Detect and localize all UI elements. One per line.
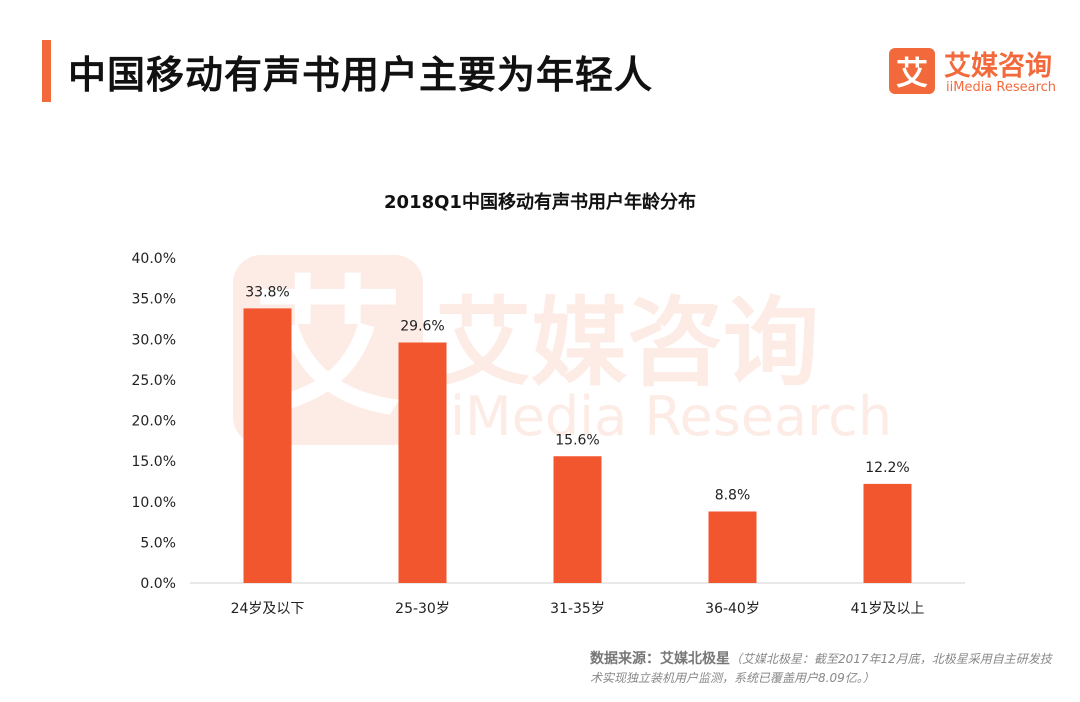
y-tick-label: 25.0% bbox=[132, 373, 176, 389]
x-category-label: 31-35岁 bbox=[550, 601, 605, 617]
x-category-label: 36-40岁 bbox=[705, 601, 760, 617]
iimedia-logo: 艾 艾媒咨询 iiMedia Research bbox=[889, 48, 1059, 100]
bar-value-label: 8.8% bbox=[715, 488, 751, 504]
x-category-label: 41岁及以上 bbox=[851, 601, 925, 617]
y-tick-label: 30.0% bbox=[132, 332, 176, 348]
y-tick-label: 10.0% bbox=[132, 495, 176, 511]
y-tick-label: 40.0% bbox=[132, 251, 176, 267]
y-tick-label: 15.0% bbox=[132, 454, 176, 470]
x-category-label: 24岁及以下 bbox=[231, 601, 305, 617]
logo-english-name: iiMedia Research bbox=[946, 80, 1057, 95]
bar bbox=[553, 456, 602, 583]
y-tick-label: 35.0% bbox=[132, 292, 176, 308]
chart-title: 2018Q1中国移动有声书用户年龄分布 bbox=[384, 192, 696, 213]
source-detail: （艾媒北极星：截至2017年12月底，北极星采用自主研发技术实现独立装机用户监测… bbox=[590, 652, 1052, 685]
y-tick-label: 0.0% bbox=[140, 576, 176, 592]
x-category-label: 25-30岁 bbox=[395, 601, 450, 617]
bar-value-label: 29.6% bbox=[400, 319, 444, 335]
bar bbox=[398, 342, 447, 583]
bar-value-label: 12.2% bbox=[865, 460, 909, 476]
logo-mark: 艾 bbox=[889, 48, 935, 94]
bar-value-label: 15.6% bbox=[555, 432, 599, 448]
bar bbox=[243, 308, 292, 583]
y-tick-label: 20.0% bbox=[132, 414, 176, 430]
source-label: 数据来源：艾媒北极星 bbox=[590, 651, 730, 667]
page-title: 中国移动有声书用户主要为年轻人 bbox=[68, 53, 654, 97]
bar bbox=[708, 511, 757, 583]
source-note: 数据来源：艾媒北极星（艾媒北极星：截至2017年12月底，北极星采用自主研发技术… bbox=[590, 650, 1060, 688]
y-tick-label: 5.0% bbox=[140, 535, 176, 551]
bar bbox=[863, 483, 912, 583]
title-accent-bar bbox=[42, 40, 51, 102]
bar-value-label: 33.8% bbox=[245, 284, 289, 300]
logo-chinese-name: 艾媒咨询 bbox=[944, 51, 1052, 82]
